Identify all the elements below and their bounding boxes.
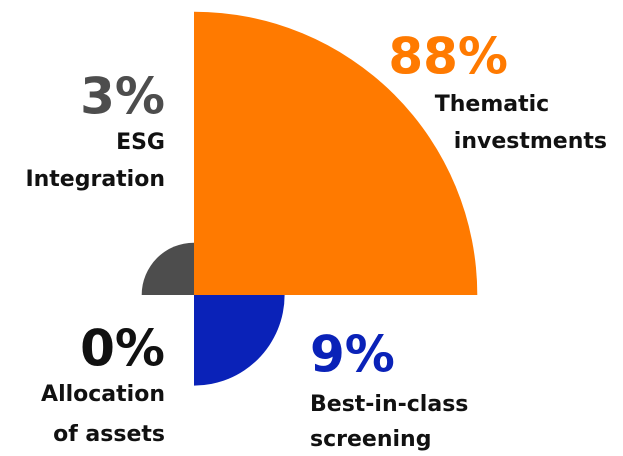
wedge [141,242,194,295]
category-label: Allocation [41,382,165,407]
value-label: 88% [388,28,508,86]
wedge [194,295,285,386]
wedge [194,11,478,296]
category-label: screening [310,427,431,452]
category-label: ESG [116,130,165,155]
value-label: 3% [80,68,165,126]
value-label: 0% [80,320,165,378]
category-label: Integration [25,167,165,192]
category-label: Thematic [435,92,549,117]
category-label: of assets [53,422,165,447]
category-label: Best-in-class [310,392,468,417]
category-label: investments [454,129,607,154]
value-label: 9% [310,326,395,384]
